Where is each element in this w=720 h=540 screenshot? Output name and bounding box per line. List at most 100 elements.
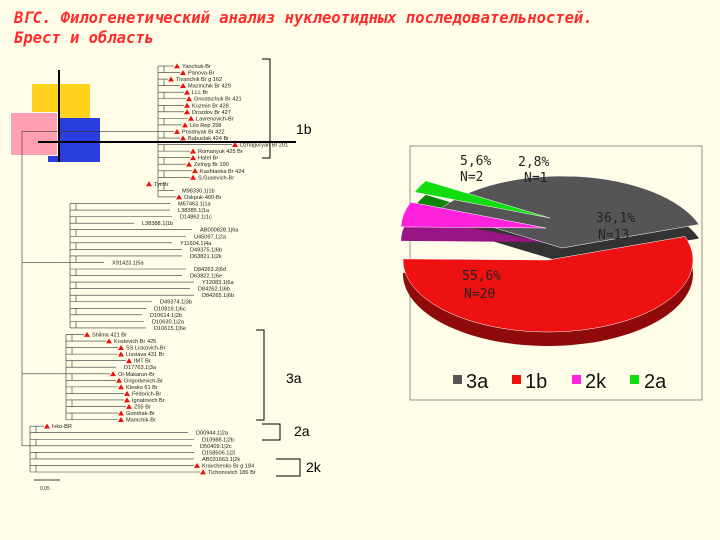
leaf-marker-icon [184,102,190,108]
leaf-marker-icon [192,168,198,174]
tree-leaf-label: AB031663.1|2k [202,457,240,463]
page-title: ВГС. Филогенетический анализ нуклеотидны… [14,8,714,48]
leaf-marker-icon [118,344,124,350]
tree-leaf-label: Posdnyak Br 422 [182,129,225,135]
leaf-marker-icon [126,403,132,409]
tree-leaf-label: X91423.1|5a [112,260,145,266]
tree-leaf-label: Fedorich-Br [132,391,161,397]
leaf-marker-icon [146,181,152,187]
title-line-2: Брест и область [14,29,154,47]
leaf-marker-icon [190,174,196,180]
tree-leaf-label: Mamchik-Br [126,418,156,424]
leaf-marker-icon [44,423,50,429]
tree-leaf-label: Panova-Br [188,71,215,77]
tree-leaf-label: Lissiava 431 Br [126,352,164,358]
clade-label-2k: 2k [306,459,322,475]
leaf-marker-icon [180,69,186,75]
pie-label-1b-percent: 55,6% [462,269,501,284]
tree-leaf-label: Y12083.1|6a [202,280,235,286]
tree-leaf-label: Kuzmin Br 428 [192,103,229,109]
tree-leaf-label: Y11604.1|4a [180,241,212,247]
leaf-marker-icon [184,89,190,95]
pie-slice-2a [414,180,551,219]
pie-data-labels: 5,6% N=2 2,8% N=1 36,1% N=13 55,6% N=20 [460,154,635,302]
tree-leaf-label: D10615.1|6e [154,326,186,332]
tree-leaf-label: S.Gusevich-Br [198,175,234,181]
tree-leaf-label: D14862.1|1c [180,215,212,221]
tree-leaf-label: Gnostschuk Br 421 [194,97,242,103]
leaf-marker-icon [118,384,124,390]
legend-swatch-3a [453,375,462,384]
tree-leaf-label: Mazinchik Br 429 [188,84,231,90]
tree-leaf-label: D63822.1|6e [190,274,222,280]
bracket-2k [276,458,301,477]
pie-label-2a-percent: 2,8% [518,155,549,170]
tree-leaf-label: Hatel Br [198,156,218,162]
tree-leaf-label: Ivko-BR [52,424,72,430]
tree-leaf-label: D10988.1|2b [202,437,234,443]
leaf-marker-icon [182,122,188,128]
tree-leaf-label: Dzhaguryan Br 201 [240,143,288,149]
leaf-marker-icon [186,96,192,102]
leaf-marker-icon [124,397,130,403]
tree-leaf-label: Klesko 61 Br [126,385,158,391]
pie-label-2a-count: N=1 [524,171,547,186]
leaf-marker-icon [118,417,124,423]
leaf-marker-icon [118,351,124,357]
tree-leaf-label: LLL Br [192,90,208,96]
deco-vertical-line [58,70,60,162]
tree-leaf-label: Tichonovich 186 Br [208,470,256,476]
bracket-2a [262,423,281,441]
tree-leaf-label: D63821.1|2k [190,254,222,260]
leaf-marker-icon [124,390,130,396]
tree-leaf-label: Babuslak 424 Br [188,136,229,142]
tree-leaf-label: L38388.1|1b [142,221,173,227]
scale-bar-label: 0.05 [40,486,50,492]
tree-leaf-label: L38385.1|1a [178,208,210,214]
tree-leaf-label: D10630.1|2a [152,319,185,325]
tree-leaf-label: D84265.1|6b [202,293,234,299]
tree-leaf-label: M67463.1|1a [178,202,211,208]
pie-label-3a-count: N=13 [598,228,629,243]
tree-leaf-label: D158506.1|2i [202,450,235,456]
clade-label-3a: 3a [286,370,302,386]
leaf-marker-icon [106,338,112,344]
leaf-marker-icon [110,371,116,377]
tree-leaf-label: D10819.1|6c [154,306,186,312]
deco-horizontal-line [38,141,296,143]
leaf-marker-icon [184,109,190,115]
tree-branches [21,65,232,473]
tree-leaf-label: Oskpuk-400-Br [184,195,222,201]
tree-leaf-label: D17763.1|3a [124,365,157,371]
tree-leaf-label: Lilo Rep 258 [190,123,221,129]
leaf-marker-icon [232,141,238,147]
tree-leaf-label: M98330.1|1b [182,188,215,194]
pie-slice-2k [400,201,547,229]
tree-leaf-label: Yanchuk-Br [182,64,211,70]
tree-leaf-label: D49375.1|6b [190,247,222,253]
tree-leaf-label: D49374.1|3b [160,300,192,306]
leaf-marker-icon [168,76,174,82]
bracket-3a [256,329,265,421]
tree-leaf-label: D00944.1|2a [196,431,229,437]
tree-leaf-label: D10614.1|2b [150,313,182,319]
leaf-marker-icon [180,83,186,89]
tree-leaf-label: Zelnyg Br 190 [194,162,229,168]
pie-slices [400,175,700,333]
leaf-marker-icon [190,148,196,154]
leaf-marker-icon [126,358,132,364]
leaf-marker-icon [194,462,200,468]
legend-label-2a: 2a [644,371,667,393]
leaf-marker-icon [200,469,206,475]
tree-leaf-label: SS Lickovich-Br [126,346,166,352]
leaf-marker-icon [176,194,182,200]
tree-leaf-label: Tyr.Br [154,182,169,188]
tree-leaf-label: Romanyuk 425 Br [198,149,243,155]
legend-swatch-2k [572,375,581,384]
pie-slice-1b [402,236,694,333]
leaf-marker-icon [190,155,196,161]
tree-leaf-label: Grigorkevich-Br [124,378,163,384]
pie-label-3a-percent: 36,1% [596,211,635,226]
deco-pink-square [10,112,58,156]
